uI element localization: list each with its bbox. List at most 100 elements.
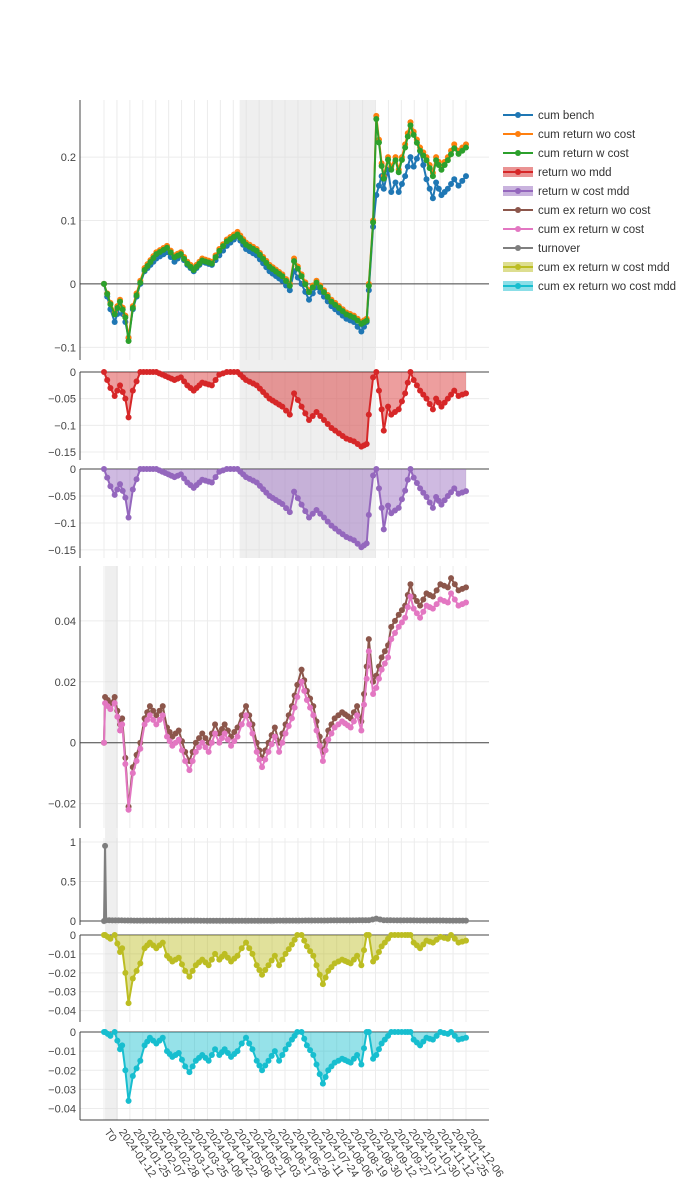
- legend-item: cum return wo cost: [503, 129, 636, 141]
- panel-p7: −0.04 −0.03 −0.02 −0.01 0: [48, 1027, 489, 1120]
- data-point: [417, 387, 424, 394]
- data-point: [228, 742, 235, 749]
- data-point: [404, 133, 411, 140]
- legend-marker: [515, 226, 521, 232]
- data-point: [441, 399, 448, 406]
- data-point: [107, 483, 114, 490]
- data-point: [363, 675, 370, 682]
- data-point: [410, 605, 417, 612]
- data-point: [164, 244, 171, 251]
- y-tick-label: 0: [70, 1027, 76, 1039]
- data-point: [282, 1046, 289, 1053]
- data-point: [407, 369, 414, 375]
- data-point: [298, 403, 305, 410]
- data-point: [294, 1029, 301, 1035]
- data-point: [303, 943, 310, 950]
- data-point: [133, 1065, 140, 1072]
- data-point: [320, 289, 327, 296]
- data-point: [375, 182, 382, 189]
- data-point: [413, 382, 420, 389]
- y-tick-label: 0: [70, 367, 76, 379]
- data-point: [104, 377, 111, 383]
- legend-marker: [515, 188, 521, 194]
- data-point: [208, 1051, 215, 1058]
- data-point: [380, 427, 387, 434]
- data-point: [317, 413, 324, 419]
- data-point: [363, 540, 370, 547]
- legend-label: cum ex return w cost: [538, 224, 645, 236]
- data-point: [285, 946, 292, 953]
- data-point: [259, 1067, 266, 1074]
- data-point: [354, 1051, 361, 1058]
- data-point: [286, 509, 293, 516]
- data-point: [129, 770, 136, 777]
- data-point: [354, 703, 361, 710]
- legend-item: turnover: [503, 243, 580, 255]
- data-point: [181, 378, 188, 385]
- x-tick-labels: T02024-01-122024-01-252024-02-072024-02-…: [102, 1127, 506, 1180]
- data-point: [133, 292, 140, 299]
- data-point: [186, 1069, 193, 1076]
- legend-label: cum return w cost: [538, 148, 630, 160]
- data-point: [208, 382, 215, 389]
- legend-marker: [515, 245, 521, 251]
- legend-marker: [515, 150, 521, 156]
- data-point: [291, 390, 298, 397]
- data-point: [365, 411, 372, 418]
- data-point: [159, 939, 166, 946]
- data-point: [313, 727, 320, 734]
- data-point: [107, 385, 114, 391]
- data-point: [125, 806, 132, 813]
- series-fill: [104, 1032, 466, 1101]
- y-tick-label: −0.02: [48, 799, 76, 811]
- y-tick-label: 0.04: [55, 616, 76, 628]
- data-point: [319, 981, 326, 988]
- data-point: [417, 485, 424, 492]
- legend-item: cum return w cost: [503, 148, 630, 160]
- data-point: [459, 177, 466, 184]
- data-point: [276, 1057, 283, 1064]
- data-point: [435, 185, 442, 192]
- data-point: [398, 496, 405, 503]
- y-tick-label: 0: [70, 464, 76, 476]
- data-point: [256, 756, 263, 763]
- data-point: [178, 747, 185, 754]
- data-point: [463, 584, 469, 591]
- data-point: [378, 406, 385, 413]
- data-point: [322, 1073, 329, 1080]
- data-point: [365, 1029, 372, 1035]
- data-point: [221, 730, 228, 737]
- data-point: [313, 506, 320, 513]
- data-point: [175, 736, 182, 743]
- legend-item: cum ex return wo cost mdd: [503, 281, 676, 293]
- series-cum-ex-return-w-cost-mdd: [101, 932, 469, 1007]
- data-point: [111, 700, 118, 707]
- data-point: [114, 940, 121, 947]
- data-point: [212, 721, 219, 728]
- data-point: [307, 948, 314, 955]
- data-point: [262, 966, 269, 973]
- legend-label: cum bench: [538, 110, 594, 122]
- data-point: [279, 956, 286, 963]
- data-point: [164, 733, 171, 740]
- data-point: [410, 131, 417, 138]
- data-point: [365, 511, 372, 518]
- data-point: [294, 397, 301, 403]
- data-point: [413, 139, 420, 146]
- data-point: [423, 494, 430, 501]
- data-point: [402, 614, 409, 621]
- data-point: [385, 654, 392, 661]
- legend-item: cum bench: [503, 110, 594, 122]
- data-point: [271, 1048, 278, 1055]
- data-point: [231, 729, 238, 736]
- data-point: [378, 654, 385, 661]
- data-point: [448, 932, 455, 938]
- data-point: [276, 962, 283, 969]
- data-point: [358, 727, 365, 734]
- data-point: [441, 162, 448, 168]
- data-point: [404, 163, 411, 170]
- data-point: [238, 712, 245, 719]
- data-point: [463, 390, 469, 397]
- data-point: [303, 697, 310, 704]
